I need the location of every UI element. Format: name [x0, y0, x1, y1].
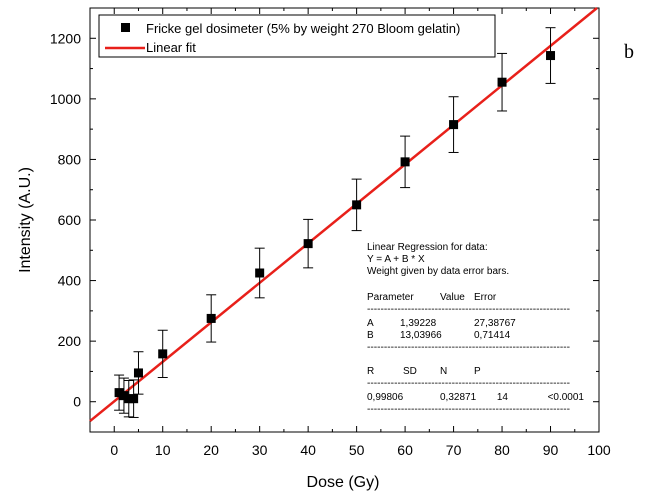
stats-header-3: Weight given by data error bars.	[367, 266, 509, 277]
fit-line	[89, 7, 598, 423]
legend-box	[98, 14, 496, 58]
param-a-name: A	[367, 318, 374, 329]
data-point	[206, 313, 216, 323]
regression-stats: Linear Regression for data: Y = A + B * …	[367, 242, 584, 415]
data-point	[352, 200, 362, 210]
data-point	[119, 391, 129, 401]
data-point	[497, 77, 507, 87]
param-b-value: 13,03966	[400, 330, 442, 341]
y-tick-label: 800	[58, 151, 82, 167]
fit-col-r: R	[367, 366, 374, 377]
stats-divider-2: ----------------------------------------…	[367, 342, 570, 353]
param-col-error: Error	[474, 292, 497, 303]
y-tick-label: 0	[73, 394, 81, 410]
data-points-group	[114, 27, 556, 418]
plot-frame	[89, 7, 600, 433]
x-axis-title: Dose (Gy)	[307, 474, 380, 491]
data-point	[303, 239, 313, 249]
data-point	[255, 268, 265, 278]
fit-col-n: N	[440, 366, 447, 377]
stats-header-2: Y = A + B * X	[367, 254, 425, 265]
x-tick-label: 80	[494, 442, 510, 458]
x-tick-label: 50	[349, 442, 365, 458]
stats-divider-4: ----------------------------------------…	[367, 404, 570, 415]
x-tick-label: 70	[446, 442, 462, 458]
data-point	[400, 157, 410, 167]
param-b-name: B	[367, 330, 374, 341]
param-a-value: 1,39228	[400, 318, 437, 329]
legend-label-fit: Linear fit	[146, 40, 196, 55]
fit-col-p: P	[474, 366, 481, 377]
data-point	[124, 394, 134, 404]
legend-marker-square	[121, 23, 130, 32]
legend-label-data: Fricke gel dosimeter (5% by weight 270 B…	[146, 21, 460, 36]
stats-header-1: Linear Regression for data:	[367, 242, 488, 253]
x-tick-label: 100	[587, 442, 611, 458]
data-point	[114, 388, 124, 398]
y-tick-label: 200	[58, 333, 82, 349]
panel-label: b	[624, 41, 634, 63]
data-point	[546, 51, 556, 61]
data-point	[129, 394, 139, 404]
param-b-error: 0,71414	[474, 330, 511, 341]
fit-col-sd: SD	[403, 366, 417, 377]
axis-ticks: 0 10 20 30 40 50 60 70 80 90 100020040060080010001…	[50, 7, 611, 458]
data-point	[158, 349, 168, 359]
param-col-value: Value	[440, 292, 465, 303]
fit-value-p: <0.0001	[548, 392, 585, 403]
y-tick-label: 400	[58, 273, 82, 289]
y-tick-label: 1200	[50, 30, 81, 46]
y-axis-title: Intensity (A.U.)	[17, 167, 34, 273]
x-tick-label: 90	[543, 442, 559, 458]
y-tick-label: 1000	[50, 91, 81, 107]
data-point	[133, 368, 143, 378]
stats-divider-3: ----------------------------------------…	[367, 378, 570, 389]
x-tick-label: 0	[110, 442, 118, 458]
fit-value-n: 14	[497, 392, 509, 403]
fit-value-r: 0,99806	[367, 392, 404, 403]
fit-value-sd: 0,32871	[440, 392, 477, 403]
x-tick-label: 40	[300, 442, 316, 458]
data-point	[449, 120, 459, 130]
x-tick-label: 20	[203, 442, 219, 458]
param-a-error: 27,38767	[474, 318, 516, 329]
legend: Fricke gel dosimeter (5% by weight 270 B…	[98, 14, 496, 58]
fit-line-group	[89, 7, 598, 423]
param-col-parameter: Parameter	[367, 292, 414, 303]
x-tick-label: 60	[397, 442, 413, 458]
y-tick-label: 600	[58, 212, 82, 228]
stats-divider-1: ----------------------------------------…	[367, 304, 570, 315]
x-tick-label: 30	[252, 442, 268, 458]
x-tick-label: 10	[155, 442, 171, 458]
